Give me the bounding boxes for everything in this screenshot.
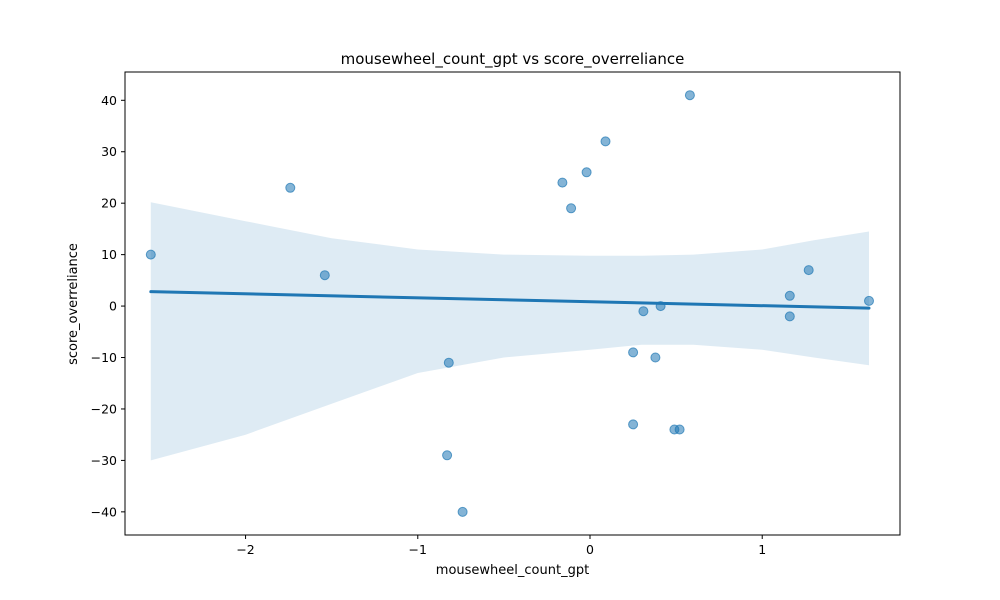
scatter-point-20 [803,265,814,276]
y-tick-label: 10 [101,247,117,262]
y-tick-label: −30 [91,453,117,468]
scatter-point-3 [443,357,454,368]
scatter-point-19 [784,311,795,322]
x-tick-label: 1 [758,542,766,557]
scatter-point-18 [784,290,795,301]
regression-line [149,290,871,310]
scatter-point-8 [581,167,592,178]
y-tick-label: 40 [101,93,117,108]
y-axis-label: score_overreliance [66,243,81,365]
chart-title: mousewheel_count_gpt vs score_overrelian… [341,50,685,69]
scatter-point-9 [600,136,611,147]
scatter-point-17 [684,90,695,101]
scatter-point-13 [650,352,661,363]
scatter-point-12 [638,306,649,317]
plot-frame [124,71,901,536]
scatter-point-11 [628,419,639,430]
x-axis-label: mousewheel_count_gpt [436,563,589,578]
scatter-point-4 [442,450,453,461]
scatter-point-10 [628,347,639,358]
scatter-point-5 [457,506,468,517]
scatter-point-16 [674,424,685,435]
scatter-point-7 [566,203,577,214]
y-tick-label: 30 [101,144,117,159]
x-tick-label: −2 [236,542,254,557]
scatter-point-1 [285,182,296,193]
scatter-point-0 [145,249,156,260]
y-tick-label: 20 [101,196,117,211]
x-tick-label: −1 [409,542,427,557]
y-tick-label: −10 [91,350,117,365]
confidence-band [150,202,870,461]
scatter-point-21 [864,295,874,306]
y-tick-label: −20 [91,401,117,416]
x-tick-label: 0 [586,542,594,557]
y-tick-label: 0 [109,299,117,314]
y-tick-label: −40 [91,504,117,519]
scatter-point-2 [319,270,330,281]
scatter-point-6 [557,177,568,188]
